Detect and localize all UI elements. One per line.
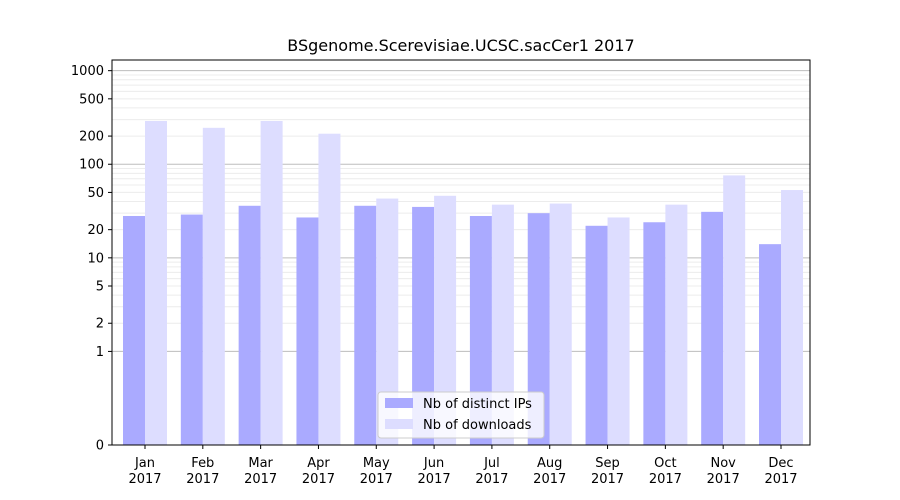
y-tick-label: 10 xyxy=(87,251,104,266)
x-tick-label-year: 2017 xyxy=(360,472,393,487)
legend-box xyxy=(377,391,545,439)
legend-swatch-downloads xyxy=(385,419,413,429)
x-tick-label-year: 2017 xyxy=(418,472,451,487)
y-tick-label: 20 xyxy=(87,223,104,238)
x-tick-label-year: 2017 xyxy=(475,472,508,487)
x-tick-label-year: 2017 xyxy=(707,472,740,487)
bar-distinct-ips xyxy=(701,211,724,445)
y-tick-label: 5 xyxy=(96,280,104,295)
x-tick-label-month: Sep xyxy=(595,456,620,471)
legend-label-distinct-ips: Nb of distinct IPs xyxy=(423,397,532,412)
bar-distinct-ips xyxy=(180,214,203,445)
bar-downloads xyxy=(434,195,457,445)
x-tick-label-month: Jun xyxy=(423,456,444,471)
bar-downloads xyxy=(318,133,341,446)
x-tick-label-year: 2017 xyxy=(186,472,219,487)
x-tick-label-month: Mar xyxy=(248,456,273,471)
x-tick-label-year: 2017 xyxy=(649,472,682,487)
grid-lines xyxy=(112,70,810,352)
x-tick-label-month: Feb xyxy=(191,456,214,471)
x-tick-label-year: 2017 xyxy=(128,472,161,487)
bar-downloads xyxy=(665,204,688,445)
bar-distinct-ips xyxy=(354,205,377,445)
y-tick-label: 1 xyxy=(96,345,104,360)
legend-label-downloads: Nb of downloads xyxy=(423,418,532,433)
x-tick-label-month: Dec xyxy=(768,456,793,471)
bar-distinct-ips xyxy=(469,215,492,445)
bar-distinct-ips xyxy=(238,205,261,445)
x-tick-label-year: 2017 xyxy=(302,472,335,487)
bar-downloads xyxy=(607,217,630,445)
legend: Nb of distinct IPs Nb of downloads xyxy=(377,391,545,439)
x-tick-label-year: 2017 xyxy=(591,472,624,487)
y-tick-label: 200 xyxy=(79,130,104,145)
x-tick-label-month: Aug xyxy=(537,456,562,471)
x-tick-label-month: Nov xyxy=(710,456,736,471)
x-tick-label-month: Apr xyxy=(307,456,330,471)
bar-distinct-ips xyxy=(585,225,608,445)
bar-downloads xyxy=(491,204,514,445)
bar-distinct-ips xyxy=(412,206,435,445)
bar-distinct-ips xyxy=(296,217,319,445)
y-tick-label: 50 xyxy=(87,186,104,201)
x-tick-label-year: 2017 xyxy=(244,472,277,487)
y-axis: 0 1 2 5 10 20 50 100 200 500 1000 xyxy=(71,64,112,454)
bar-downloads xyxy=(145,120,167,445)
y-tick-label: 500 xyxy=(79,92,104,107)
bar-downloads xyxy=(202,127,225,445)
bar-downloads xyxy=(549,203,572,445)
y-tick-label: 100 xyxy=(79,158,104,173)
bar-downloads xyxy=(723,175,746,445)
plot-area-frame xyxy=(111,59,811,446)
bars xyxy=(123,120,803,446)
bar-distinct-ips xyxy=(643,222,666,445)
x-tick-label-year: 2017 xyxy=(533,472,566,487)
legend-swatch-distinct-ips xyxy=(385,398,413,408)
bar-downloads xyxy=(781,190,803,445)
x-tick-label-month: May xyxy=(363,456,390,471)
chart-title: BSgenome.Scerevisiae.UCSC.sacCer1 2017 xyxy=(287,36,634,55)
y-tick-label: 1000 xyxy=(71,64,104,79)
x-tick-label-month: Oct xyxy=(654,456,676,471)
x-tick-label-month: Jan xyxy=(134,456,155,471)
bar-downloads xyxy=(376,198,399,445)
bar-distinct-ips xyxy=(123,215,145,445)
bar-distinct-ips xyxy=(759,244,781,445)
y-tick-label: 0 xyxy=(96,439,104,454)
y-tick-label: 2 xyxy=(96,317,104,332)
x-tick-label-month: Jul xyxy=(483,456,500,471)
bar-distinct-ips xyxy=(527,213,550,445)
x-axis: Jan2017Feb2017Mar2017Apr2017May2017Jun20… xyxy=(128,445,798,487)
x-tick-label-year: 2017 xyxy=(764,472,797,487)
bar-downloads xyxy=(260,120,283,445)
